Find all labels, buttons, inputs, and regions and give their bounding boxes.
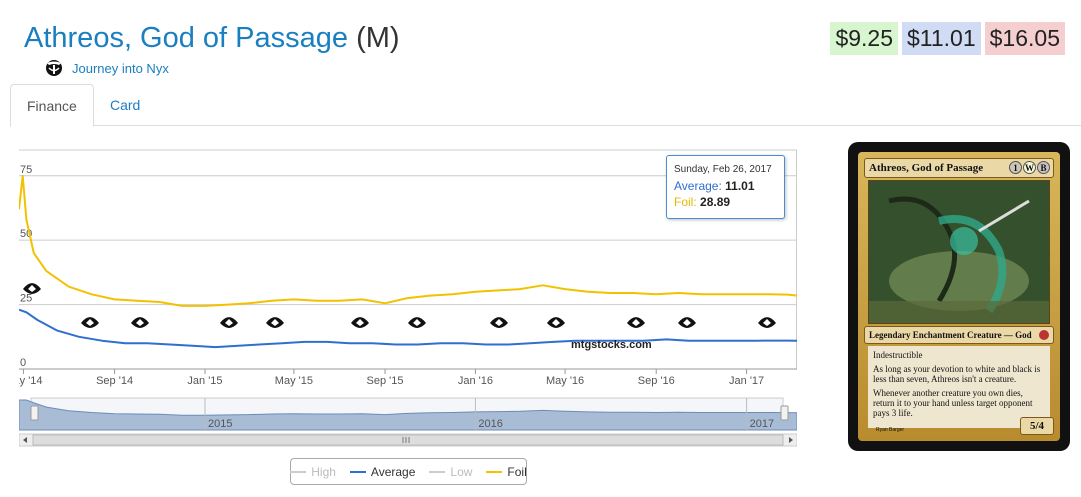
mana-generic-icon: 1 xyxy=(1009,161,1022,174)
fate-reforged-icon xyxy=(220,317,238,328)
aether-revolt-icon xyxy=(758,317,776,328)
tooltip-foil-label: Foil: xyxy=(674,195,697,209)
card-name-link[interactable]: Athreos, God of Passage xyxy=(24,22,349,54)
card-set-symbol-icon xyxy=(1039,330,1049,340)
mana-black-icon: B xyxy=(1037,161,1050,174)
tooltip-date: Sunday, Feb 26, 2017 xyxy=(674,164,772,175)
card-type-line: Legendary Enchantment Creature — God xyxy=(864,326,1054,344)
x-tick-label: Jan '15 xyxy=(187,375,222,387)
x-tick-label: May '14 xyxy=(19,375,43,387)
y-tick-label: 75 xyxy=(20,164,32,176)
legend-swatch-foil xyxy=(486,470,503,473)
navigator-handle-left xyxy=(30,405,39,421)
x-tick-label: Sep '14 xyxy=(96,375,133,387)
legend-label-low: Low xyxy=(450,464,473,479)
legend-item-low[interactable]: Low xyxy=(429,465,472,479)
mana-white-icon: W xyxy=(1023,161,1036,174)
card-rules-line: Whenever another creature you own dies, … xyxy=(873,388,1033,418)
card-image[interactable]: Athreos, God of Passage 1 W B xyxy=(848,142,1070,451)
price-high: $16.05 xyxy=(984,22,1065,55)
tab-bar: Finance Card xyxy=(10,84,1081,127)
card-rules-line: Indestructible xyxy=(873,350,923,360)
oath-of-the-gatewatch-icon xyxy=(490,317,508,328)
legend-swatch-low xyxy=(429,470,446,473)
series-line-foil xyxy=(19,174,797,307)
battle-for-zendikar-icon xyxy=(408,317,426,328)
scroll-right-arrow-icon xyxy=(789,437,793,443)
x-tick-label: May '15 xyxy=(275,375,313,387)
price-summary: $9.25 $11.01 $16.05 xyxy=(830,22,1065,55)
page-title: Athreos, God of Passage (M) xyxy=(24,20,400,56)
card-art xyxy=(868,180,1050,324)
card-artist: Ryan Barger xyxy=(876,427,905,433)
navigator-area xyxy=(19,399,797,431)
tab-finance[interactable]: Finance xyxy=(10,84,94,127)
scrollbar-grip-icon xyxy=(402,437,410,443)
legend-item-foil[interactable]: Foil xyxy=(486,464,527,479)
card-frame: Athreos, God of Passage 1 W B xyxy=(858,152,1060,441)
journey-into-nyx-icon xyxy=(23,283,41,294)
kaladesh-icon xyxy=(678,317,696,328)
card-power-toughness: 5/4 xyxy=(1020,417,1054,435)
x-tick-label: Jan '16 xyxy=(458,375,493,387)
m15-icon xyxy=(81,317,99,328)
scroll-left-arrow-icon xyxy=(23,437,27,443)
navigator-year-label: 2017 xyxy=(750,418,774,430)
rarity-label: (M) xyxy=(356,22,400,54)
legend-item-average[interactable]: Average xyxy=(349,464,416,479)
khans-of-tarkir-icon xyxy=(131,317,149,328)
legend-swatch-average xyxy=(349,470,366,473)
dragons-of-tarkir-icon xyxy=(266,317,284,328)
set-name-link[interactable]: Journey into Nyx xyxy=(72,60,169,76)
watermark-text: mtgstocks.com xyxy=(571,339,652,351)
price-average: $11.01 xyxy=(902,22,981,55)
legend-label-foil: Foil xyxy=(507,464,527,479)
eldritch-moon-icon xyxy=(627,317,645,328)
tooltip-foil-value: 28.89 xyxy=(700,195,731,209)
card-type-text: Legendary Enchantment Creature — God xyxy=(869,330,1032,340)
tooltip-average-value: 11.01 xyxy=(725,179,755,193)
x-tick-label: Jan '17 xyxy=(729,375,764,387)
x-tick-label: May '16 xyxy=(546,375,584,387)
card-rules-text: Indestructible As long as your devotion … xyxy=(868,346,1050,428)
chart-tooltip: Sunday, Feb 26, 2017 Average: 11.01 Foil… xyxy=(666,155,785,219)
legend-item-high[interactable]: High xyxy=(290,465,336,479)
legend-label-average: Average xyxy=(370,464,416,479)
legend-swatch-high xyxy=(290,470,307,473)
series-line-average xyxy=(19,308,797,349)
legend-label-high: High xyxy=(311,464,336,479)
navigator-year-label: 2016 xyxy=(478,418,502,430)
tab-card[interactable]: Card xyxy=(110,97,141,113)
x-tick-label: Sep '15 xyxy=(367,375,404,387)
tooltip-average-label: Average: xyxy=(674,179,722,193)
watermark: mtgstocks.com xyxy=(571,339,652,351)
card-mana-cost: 1 W B xyxy=(1009,161,1050,174)
y-tick-label: 25 xyxy=(20,293,32,305)
price-low: $9.25 xyxy=(830,22,898,55)
y-tick-label: 0 xyxy=(20,357,26,369)
magic-origins-icon xyxy=(351,317,369,328)
shadows-over-innistrad-icon xyxy=(547,317,565,328)
card-name-bar: Athreos, God of Passage 1 W B xyxy=(864,158,1054,178)
x-tick-label: Sep '16 xyxy=(638,375,675,387)
scrollbar-thumb xyxy=(32,434,784,446)
navigator-year-label: 2015 xyxy=(208,418,232,430)
card-name-text: Athreos, God of Passage xyxy=(869,162,984,174)
chart-legend: High Average Low Foil xyxy=(290,458,527,485)
journey-into-nyx-set-icon xyxy=(46,60,62,76)
card-art-illustration xyxy=(869,181,1049,323)
set-line: Journey into Nyx xyxy=(44,58,169,78)
card-rules-line: As long as your devotion to white and bl… xyxy=(873,364,1041,384)
navigator-handle-right xyxy=(780,405,789,421)
